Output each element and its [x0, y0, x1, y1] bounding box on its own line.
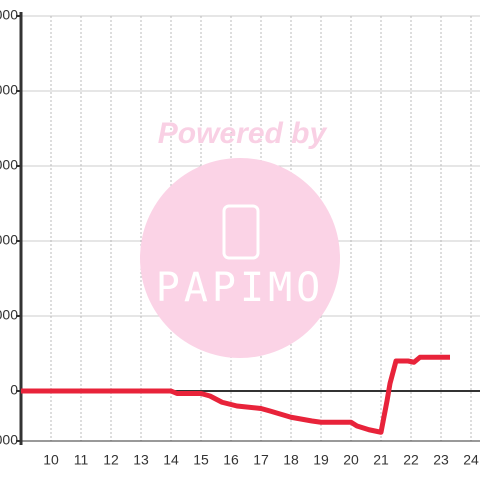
x-tick-label: 15	[193, 452, 209, 468]
x-tick-label: 19	[313, 452, 329, 468]
y-tick-label: 150,000	[0, 7, 18, 23]
x-tick-label: 24	[463, 452, 479, 468]
watermark-text: Powered by	[158, 117, 328, 150]
x-tick-label: 17	[253, 452, 269, 468]
x-tick-label: 23	[433, 452, 449, 468]
watermark: Powered by PAPIMO	[140, 117, 340, 358]
x-tick-label: 21	[373, 452, 389, 468]
x-tick-label: 16	[223, 452, 239, 468]
x-tick-label: 14	[163, 452, 179, 468]
y-tick-label: 0	[10, 382, 18, 398]
x-tick-label: 10	[43, 452, 59, 468]
x-tick-label: 11	[74, 452, 89, 468]
x-tick-label: 20	[343, 452, 359, 468]
watermark-logo: PAPIMO	[156, 265, 325, 311]
data-line	[21, 354, 450, 435]
y-tick-label: 60,000	[0, 232, 18, 248]
x-tick-label: 13	[133, 452, 149, 468]
y-tick-label: 30,000	[0, 307, 18, 323]
watermark-icon	[222, 204, 260, 260]
x-tick-label: 22	[403, 452, 419, 468]
y-tick-label: -20,000	[0, 432, 18, 448]
x-tick-label: 18	[283, 452, 299, 468]
y-tick-label: 120,000	[0, 82, 18, 98]
x-tick-label: 12	[103, 452, 119, 468]
y-tick-label: 90,000	[0, 157, 18, 173]
